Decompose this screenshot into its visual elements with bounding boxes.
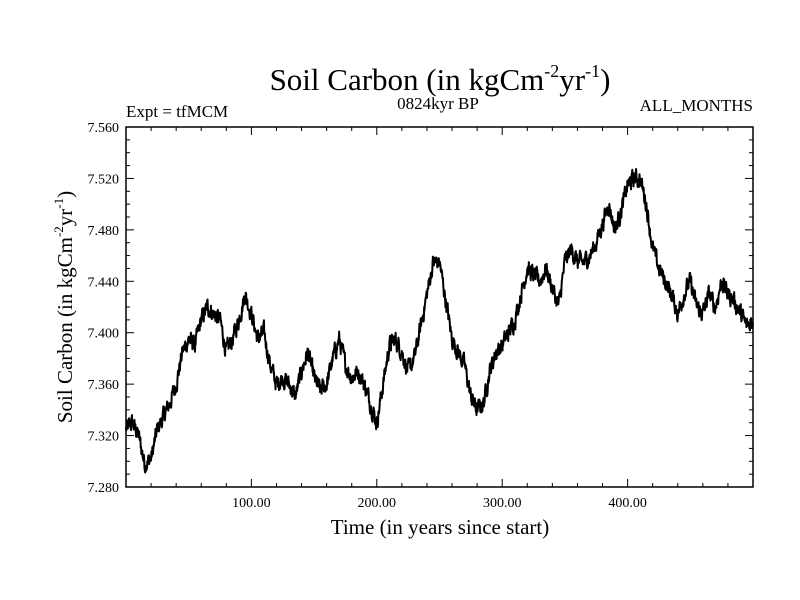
x-tick-label: 100.00 bbox=[232, 496, 271, 511]
x-tick-label: 200.00 bbox=[358, 496, 397, 511]
series-line-soil-carbon bbox=[125, 168, 754, 474]
y-tick-label: 7.320 bbox=[88, 430, 120, 445]
y-tick-label: 7.560 bbox=[88, 121, 120, 136]
y-tick-label: 7.400 bbox=[88, 327, 120, 342]
y-tick-label: 7.360 bbox=[88, 378, 120, 393]
chart-title: Soil Carbon (in kgCm-2yr-1) bbox=[270, 61, 611, 97]
x-tick-label: 400.00 bbox=[608, 496, 647, 511]
x-axis-label: Time (in years since start) bbox=[331, 515, 550, 539]
x-axis: 100.00 200.00 300.00 400.00 bbox=[150, 127, 729, 511]
y-tick-label: 7.440 bbox=[88, 275, 120, 290]
y-tick-label: 7.520 bbox=[88, 172, 120, 187]
y-axis-label: Soil Carbon (in kgCm-2yr-1) bbox=[51, 191, 77, 423]
experiment-label: Expt = tfMCM bbox=[126, 102, 228, 121]
y-tick-label: 7.480 bbox=[88, 224, 120, 239]
y-tick-label: 7.280 bbox=[88, 481, 120, 496]
plot-area bbox=[125, 168, 754, 474]
period-label: 0824kyr BP bbox=[397, 94, 479, 113]
x-tick-label: 300.00 bbox=[483, 496, 522, 511]
plot-frame bbox=[125, 126, 754, 488]
months-label: ALL_MONTHS bbox=[640, 96, 753, 115]
y-axis: 7.280 7.320 7.360 7.400 7.440 7.480 7.520 7.560 bbox=[88, 121, 753, 496]
